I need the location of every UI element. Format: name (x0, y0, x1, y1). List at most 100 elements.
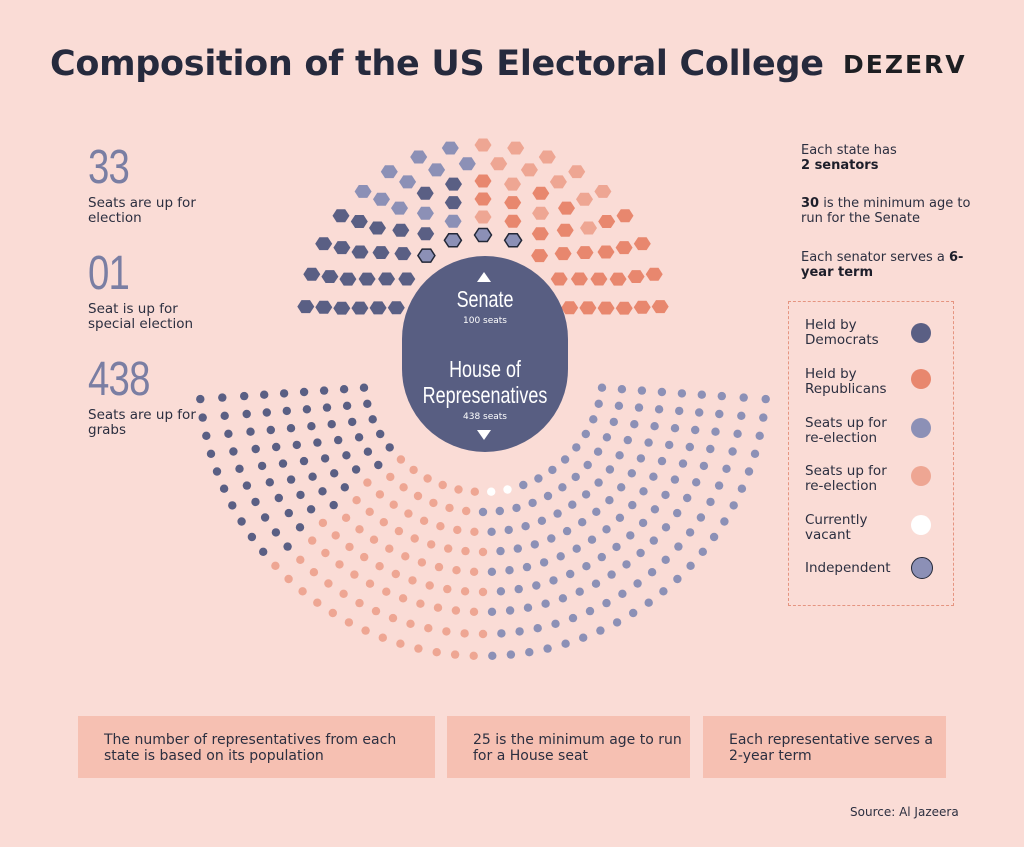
house-seat (379, 518, 388, 527)
house-seat (278, 459, 288, 468)
house-seat (339, 385, 349, 394)
senate-seat (594, 185, 612, 198)
house-seat (286, 475, 296, 484)
house-seat (714, 481, 724, 490)
house-seat (460, 629, 469, 638)
house-seat (382, 587, 391, 596)
house-seat (299, 456, 309, 466)
house-seat (206, 449, 216, 458)
house-seat (368, 415, 377, 424)
house-seat (543, 491, 553, 501)
house-seat (219, 484, 229, 493)
house-seat (579, 633, 588, 642)
senate-seat (579, 301, 597, 315)
house-seat (744, 467, 754, 476)
house-seat (629, 608, 638, 618)
house-seat (308, 536, 317, 545)
house-seat (251, 497, 260, 507)
house-seat (470, 487, 479, 496)
house-seat (454, 485, 463, 494)
house-seat (597, 383, 607, 392)
house-seat (345, 542, 354, 552)
house-seat (496, 546, 505, 556)
house-seat (541, 599, 550, 608)
house-seat (539, 558, 549, 567)
house-seat (242, 481, 252, 490)
senate-seat (615, 301, 633, 315)
house-seat (438, 480, 447, 490)
senate-seat (351, 301, 369, 315)
senate-seat (531, 227, 549, 241)
house-seat (691, 425, 700, 435)
senate-seat (615, 241, 633, 255)
house-seat (327, 420, 336, 429)
house-seat (286, 424, 296, 433)
house-seat (371, 606, 381, 616)
senate-seat (321, 270, 339, 283)
house-seat (271, 528, 281, 537)
house-seat (506, 650, 516, 659)
house-seat (649, 536, 658, 545)
house-seat (257, 461, 267, 471)
house-seat (673, 508, 682, 518)
house-seat (729, 501, 738, 510)
house-seat (605, 496, 614, 505)
fact-highlight: 6-year term (801, 250, 964, 280)
house-seat (330, 469, 339, 478)
house-seat (605, 465, 615, 474)
house-seat (354, 433, 364, 442)
house-seat (419, 516, 429, 525)
senate-seat (580, 221, 597, 235)
house-seat (683, 493, 692, 503)
legend-label: Held by Republicans (805, 366, 887, 397)
house-seat (359, 383, 369, 392)
senate-seat (399, 175, 417, 189)
house-seat (623, 435, 632, 445)
house-seat (433, 603, 443, 612)
house-seat (634, 403, 644, 412)
house-seat (728, 447, 737, 456)
senate-seat (532, 186, 550, 200)
senate-seat (590, 272, 608, 286)
senate-seat (380, 165, 398, 179)
house-seat (453, 525, 462, 535)
house-seat (478, 507, 488, 517)
legend-label: Seats up for re-election (805, 415, 887, 446)
house-seat (462, 506, 471, 516)
house-seat (487, 527, 496, 536)
senate-seat (369, 301, 387, 315)
house-seat-vacant (487, 487, 496, 496)
house-seat (685, 442, 694, 452)
page-title: Composition of the US Electoral College (50, 44, 824, 84)
senate-seat (645, 267, 663, 281)
house-seat (644, 598, 653, 607)
house-seat (461, 546, 470, 556)
house-seat (670, 424, 680, 433)
house-seat (699, 461, 709, 471)
house-seat (340, 483, 349, 492)
senate-seat (394, 247, 412, 261)
house-seat (514, 584, 523, 594)
house-seat (617, 385, 627, 394)
house-seat (442, 627, 451, 636)
house-seat (497, 629, 506, 638)
senate-seat-independent (503, 233, 523, 248)
house-seat (528, 498, 537, 508)
house-seat (470, 527, 479, 536)
house-seat (739, 393, 748, 402)
senate-seat (520, 163, 538, 177)
house-seat (331, 531, 340, 540)
house-seat (617, 483, 626, 492)
house-seat (274, 493, 283, 503)
senate-seat (358, 272, 376, 286)
house-seat (593, 447, 603, 456)
stat-special-election: 01 Seat is up for special election (88, 250, 198, 332)
house-seat (309, 568, 319, 577)
house-seat (283, 542, 292, 551)
house-seat (706, 444, 715, 454)
senate-seat (410, 150, 428, 164)
house-seat (313, 598, 322, 607)
house-seat (609, 417, 618, 427)
house-seat (647, 568, 657, 577)
fact-senate-min-age: 30 is the minimum age to run for the Sen… (801, 196, 991, 226)
